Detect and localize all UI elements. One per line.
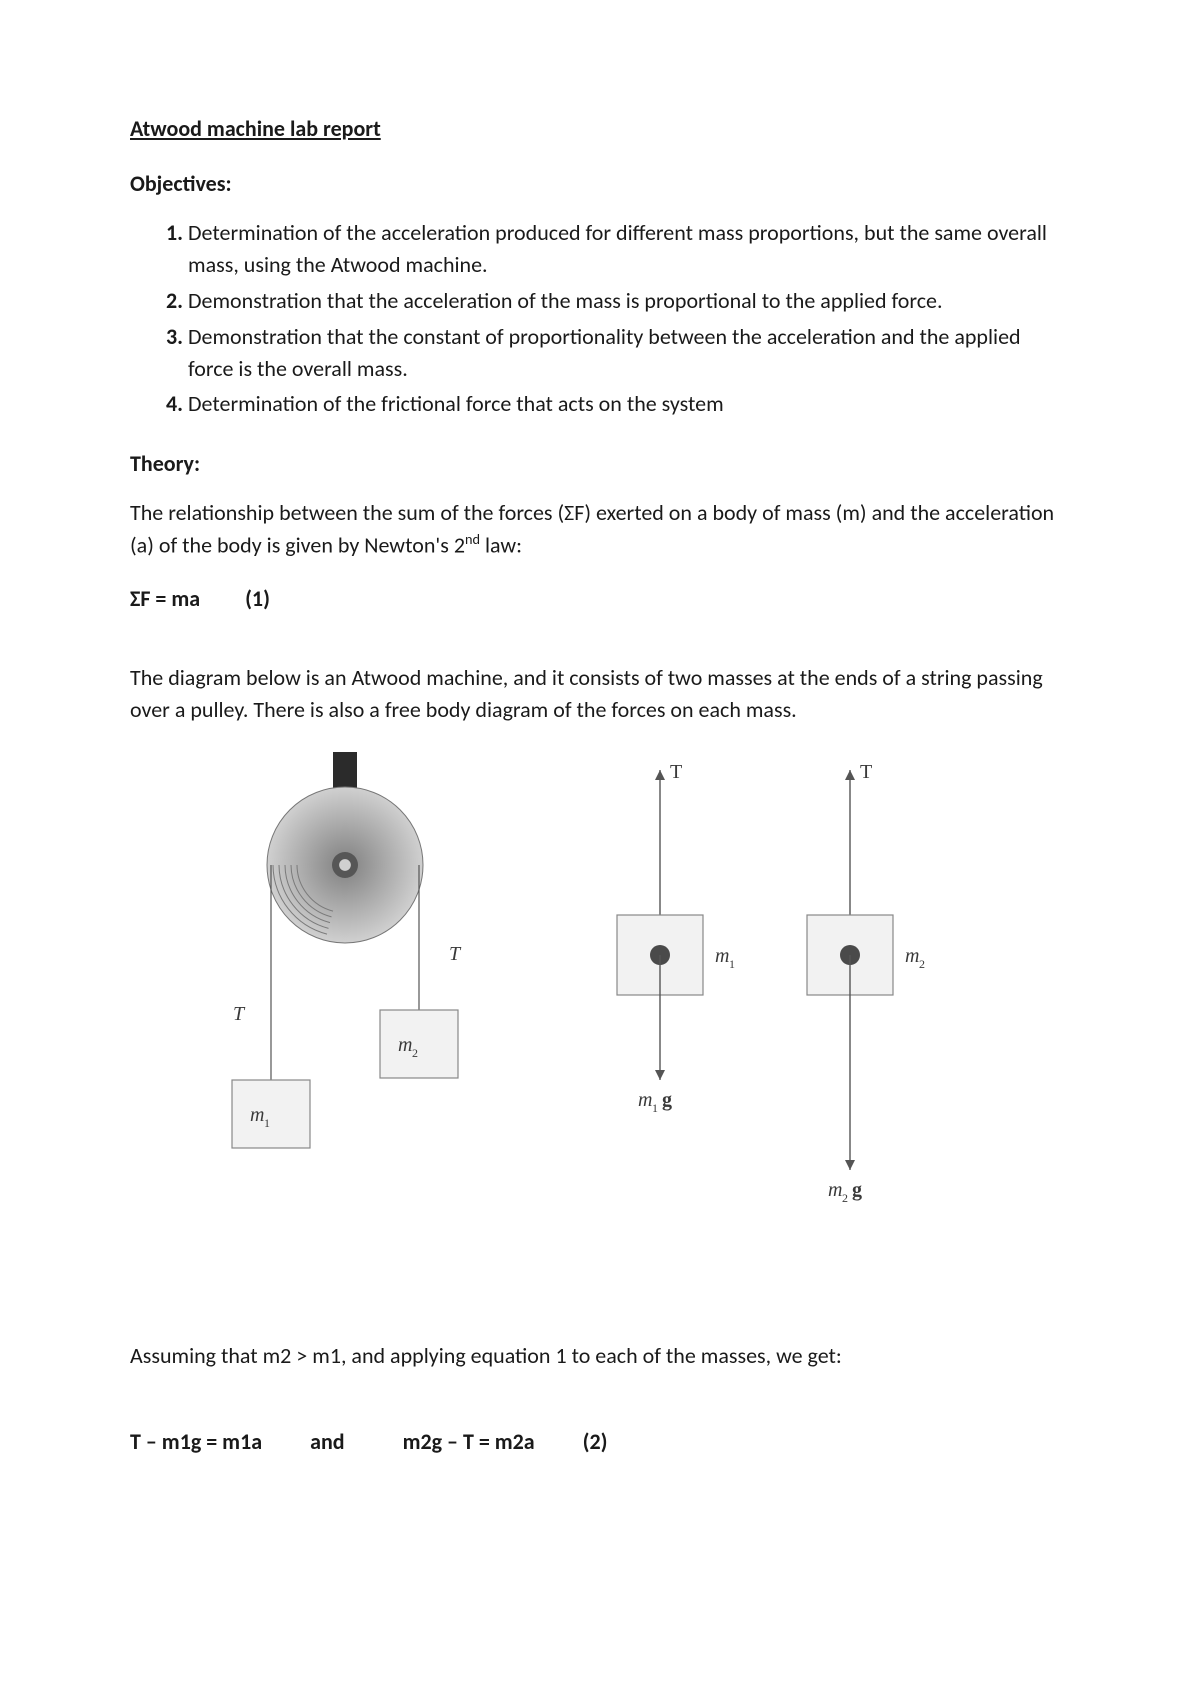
diagram-svg: TTm1m2Tm1m1gTm2m2g	[130, 750, 1070, 1230]
eq2-number: (2)	[583, 1428, 608, 1455]
svg-text:2: 2	[842, 1191, 848, 1205]
svg-text:1: 1	[729, 957, 735, 971]
document-page: Atwood machine lab report Objectives: De…	[0, 0, 1200, 1698]
svg-text:1: 1	[652, 1101, 658, 1115]
svg-text:m: m	[398, 1034, 412, 1056]
objective-item: Demonstration that the constant of propo…	[188, 321, 1070, 385]
objective-item: Determination of the frictional force th…	[188, 388, 1070, 420]
objectives-list: Determination of the acceleration produc…	[130, 217, 1070, 420]
theory-text: law:	[480, 532, 522, 559]
objective-item: Determination of the acceleration produc…	[188, 217, 1070, 281]
eq2-and: and	[310, 1428, 344, 1455]
svg-text:1: 1	[264, 1116, 270, 1130]
theory-text: The relationship between the sum of the …	[130, 499, 1054, 558]
superscript-nd: nd	[465, 530, 480, 548]
svg-text:g: g	[662, 1089, 672, 1111]
eq1-number: (1)	[245, 585, 270, 612]
equation-1: ΣF = ma (1)	[130, 585, 1070, 612]
theory-heading: Theory:	[130, 450, 1070, 477]
svg-text:T: T	[449, 943, 462, 965]
assumption-paragraph: Assuming that m2 > m1, and applying equa…	[130, 1340, 1070, 1372]
eq2-part-a: T – m1g = m1a	[130, 1428, 262, 1455]
eq1-expression: ΣF = ma	[130, 585, 200, 612]
svg-text:2: 2	[412, 1046, 418, 1060]
objective-item: Demonstration that the acceleration of t…	[188, 285, 1070, 317]
diagram-intro-paragraph: The diagram below is an Atwood machine, …	[130, 662, 1070, 726]
svg-text:m: m	[905, 945, 919, 967]
svg-text:m: m	[828, 1179, 842, 1201]
objectives-heading: Objectives:	[130, 170, 1070, 197]
svg-text:m: m	[250, 1104, 264, 1126]
svg-text:T: T	[233, 1003, 246, 1025]
svg-text:m: m	[715, 945, 729, 967]
eq2-part-b: m2g – T = m2a	[403, 1428, 535, 1455]
svg-text:2: 2	[919, 957, 925, 971]
svg-text:g: g	[852, 1179, 862, 1201]
svg-text:T: T	[860, 761, 872, 783]
theory-paragraph-1: The relationship between the sum of the …	[130, 497, 1070, 561]
atwood-diagram: TTm1m2Tm1m1gTm2m2g	[130, 750, 1070, 1230]
report-title: Atwood machine lab report	[130, 115, 1070, 142]
equation-2: T – m1g = m1a and m2g – T = m2a (2)	[130, 1428, 1070, 1455]
svg-text:T: T	[670, 761, 682, 783]
svg-text:m: m	[638, 1089, 652, 1111]
